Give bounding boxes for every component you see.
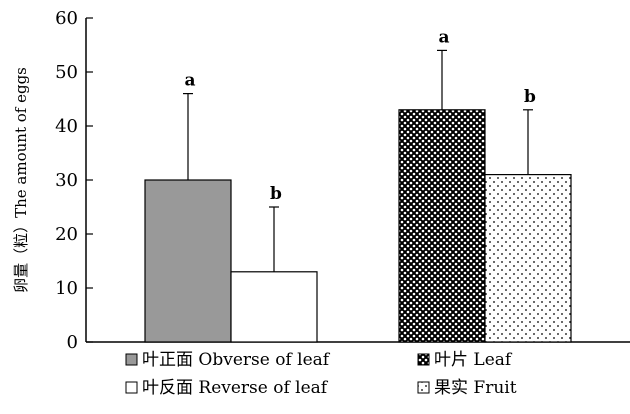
error-bars-layer	[183, 49, 533, 272]
legend-label-3: 叶反面 Reverse of leaf	[142, 378, 329, 398]
legend-swatch-3	[125, 381, 138, 394]
bar-1	[144, 179, 232, 343]
y-tick-label: 60	[55, 8, 78, 29]
bar-2	[230, 271, 318, 343]
bars-layer	[144, 109, 572, 343]
legend-label-1: 叶正面 Obverse of leaf	[142, 350, 331, 370]
legend-label-4: 果实 Fruit	[434, 378, 517, 398]
legend-swatch-4	[417, 381, 430, 394]
y-tick-label: 30	[55, 170, 78, 191]
significance-letters-layer: a b a b	[184, 27, 536, 204]
y-tick-label: 0	[67, 332, 78, 353]
legend-swatch-2	[417, 353, 430, 366]
legend-swatch-1	[125, 353, 138, 366]
significance-letter-4: b	[524, 87, 536, 107]
y-tick-label: 40	[55, 116, 78, 137]
significance-letter-2: b	[270, 184, 282, 204]
bar-4	[484, 174, 572, 343]
y-tick-label: 50	[55, 62, 78, 83]
y-axis-label: 卵量（粒）The amount of eggs	[12, 67, 30, 293]
significance-letter-3: a	[438, 27, 449, 47]
y-tick-label: 20	[55, 224, 78, 245]
legend: 叶正面 Obverse of leaf 叶片 Leaf 叶反面 Reverse of…	[125, 350, 517, 398]
significance-letter-1: a	[184, 71, 195, 91]
bar-3	[398, 109, 486, 343]
legend-label-2: 叶片 Leaf	[434, 350, 513, 370]
y-tick-label: 10	[55, 278, 78, 299]
